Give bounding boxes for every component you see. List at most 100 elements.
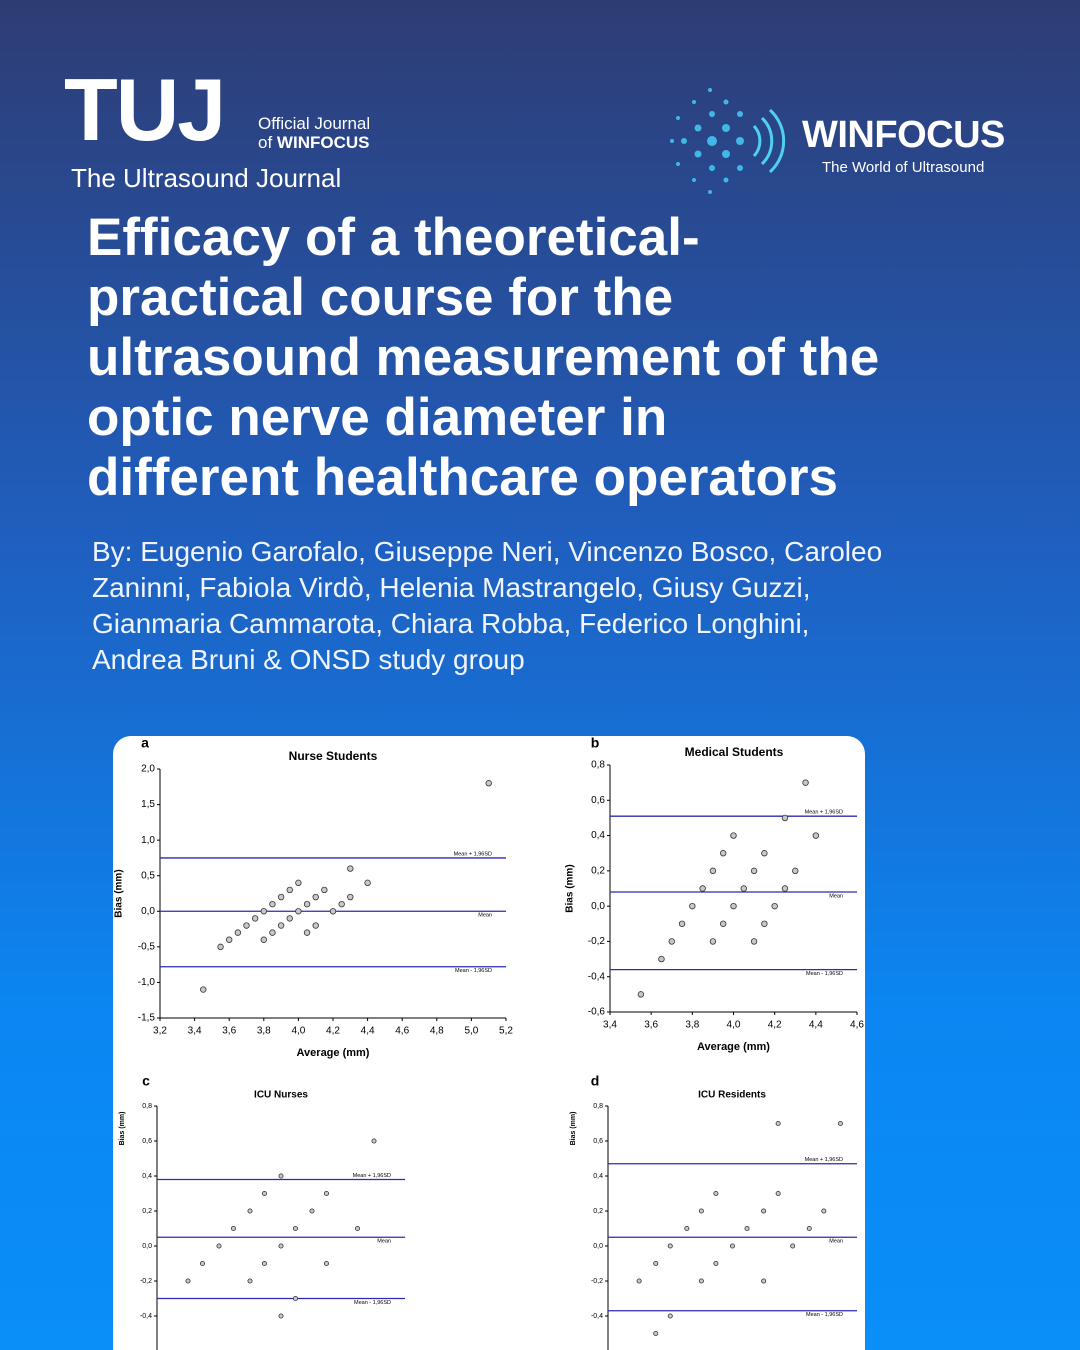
y-tick-label: -0,6 bbox=[588, 1007, 606, 1018]
y-tick-label: 0,4 bbox=[591, 830, 605, 841]
note-line: of WINFOCUS bbox=[258, 133, 370, 152]
data-point bbox=[781, 885, 789, 892]
data-point bbox=[713, 1261, 719, 1267]
y-tick-label: 0,6 bbox=[591, 795, 605, 806]
x-tick-label: 3,8 bbox=[685, 1020, 699, 1031]
data-point bbox=[338, 900, 345, 908]
data-point bbox=[303, 900, 311, 908]
y-tick-label: -0,5 bbox=[138, 941, 156, 952]
data-point bbox=[720, 920, 727, 927]
data-point bbox=[709, 867, 717, 875]
data-point bbox=[243, 922, 250, 929]
data-point bbox=[730, 902, 737, 910]
y-tick-label: 0,2 bbox=[142, 1208, 152, 1215]
data-point bbox=[653, 1331, 659, 1337]
data-point bbox=[678, 920, 686, 927]
data-point bbox=[821, 1208, 827, 1214]
y-tick-label: -0,4 bbox=[591, 1313, 603, 1320]
data-point bbox=[761, 850, 768, 857]
data-point bbox=[792, 867, 799, 875]
x-axis-label: Average (mm) bbox=[297, 1047, 370, 1059]
title-line: practical course for the bbox=[87, 268, 674, 327]
data-point bbox=[802, 779, 809, 786]
data-point bbox=[667, 1243, 673, 1249]
data-point bbox=[217, 943, 224, 951]
data-point bbox=[698, 1278, 704, 1284]
data-point bbox=[658, 955, 665, 963]
x-tick-label: 4,4 bbox=[361, 1026, 375, 1037]
reference-label: Mean bbox=[829, 893, 843, 899]
chart-title: ICU Residents bbox=[698, 1090, 766, 1101]
author-line: By: Eugenio Garofalo, Giuseppe Neri, Vin… bbox=[92, 536, 883, 567]
data-point bbox=[230, 1226, 236, 1232]
x-tick-label: 4,2 bbox=[768, 1020, 782, 1031]
data-point bbox=[323, 1191, 329, 1197]
y-tick-label: 0,0 bbox=[141, 906, 155, 917]
data-point bbox=[812, 832, 820, 839]
journal-name: The Ultrasound Journal bbox=[71, 163, 342, 193]
figure-card bbox=[113, 736, 865, 1350]
y-tick-label: -0,2 bbox=[140, 1278, 152, 1285]
data-point bbox=[637, 991, 645, 998]
society-logo-mark bbox=[670, 88, 786, 194]
y-tick-label: -1,5 bbox=[138, 1013, 156, 1024]
chart-title: Nurse Students bbox=[289, 749, 378, 763]
data-point bbox=[709, 938, 717, 945]
x-tick-label: 4,6 bbox=[850, 1020, 864, 1031]
data-point bbox=[278, 1243, 284, 1249]
reference-label: Mean - 1,96SD bbox=[806, 971, 843, 977]
x-tick-label: 4,4 bbox=[809, 1020, 823, 1031]
data-point bbox=[837, 1121, 843, 1127]
data-point bbox=[371, 1138, 377, 1144]
reference-label: Mean - 1,96SD bbox=[806, 1312, 843, 1318]
data-point bbox=[292, 1296, 298, 1302]
title-line: different healthcare operators bbox=[87, 448, 839, 507]
data-point bbox=[347, 893, 354, 901]
data-point bbox=[247, 1278, 253, 1284]
data-point bbox=[261, 1261, 267, 1267]
y-tick-label: -1,0 bbox=[138, 977, 156, 988]
x-tick-label: 4,0 bbox=[727, 1020, 741, 1031]
data-point bbox=[781, 814, 789, 822]
data-point bbox=[750, 867, 758, 875]
y-tick-label: -0,4 bbox=[140, 1313, 152, 1320]
note-line: Official Journal bbox=[258, 114, 371, 133]
data-point bbox=[771, 902, 778, 910]
y-axis-label: Bias (mm) bbox=[565, 864, 576, 912]
data-point bbox=[278, 1173, 284, 1179]
y-tick-label: 0,6 bbox=[142, 1138, 152, 1145]
data-point bbox=[234, 929, 242, 936]
data-point bbox=[185, 1278, 191, 1284]
data-point bbox=[309, 1208, 315, 1214]
title-line: optic nerve diameter in bbox=[87, 388, 668, 447]
author-line: Gianmaria Cammarota, Chiara Robba, Feder… bbox=[92, 608, 810, 639]
data-point bbox=[260, 936, 267, 943]
reference-label: Mean bbox=[478, 913, 492, 919]
data-point bbox=[321, 886, 328, 894]
data-point bbox=[312, 893, 319, 901]
note-bold: WINFOCUS bbox=[276, 133, 370, 152]
data-point bbox=[260, 908, 267, 915]
y-tick-label: 0,0 bbox=[142, 1243, 152, 1250]
data-point bbox=[261, 1191, 267, 1197]
y-tick-label: -0,2 bbox=[588, 936, 606, 947]
y-tick-label: 0,8 bbox=[142, 1103, 152, 1110]
data-point bbox=[295, 908, 302, 915]
reference-label: Mean + 1,96SD bbox=[805, 1157, 843, 1163]
reference-label: Mean + 1,96SD bbox=[454, 851, 492, 857]
data-point bbox=[684, 1226, 690, 1232]
data-point bbox=[636, 1278, 642, 1284]
data-point bbox=[485, 780, 492, 787]
data-point bbox=[744, 1226, 750, 1232]
x-tick-label: 3,2 bbox=[153, 1026, 167, 1037]
y-axis-label: Bias (mm) bbox=[570, 1112, 577, 1146]
y-tick-label: 0,0 bbox=[591, 901, 605, 912]
x-tick-label: 3,8 bbox=[257, 1026, 271, 1037]
data-point bbox=[689, 902, 696, 910]
note-prefix: of bbox=[258, 133, 273, 152]
data-point bbox=[323, 1261, 329, 1267]
reference-label: Mean - 1,96SD bbox=[354, 1300, 391, 1306]
author-line: Zaninni, Fabiola Virdò, Helenia Mastrang… bbox=[92, 572, 811, 603]
reference-label: Mean - 1,96SD bbox=[455, 968, 492, 974]
